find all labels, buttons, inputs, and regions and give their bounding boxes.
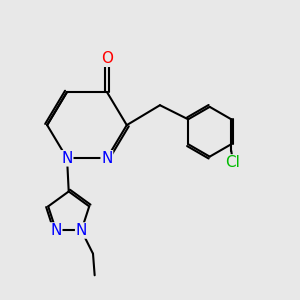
Text: N: N	[61, 151, 73, 166]
Text: N: N	[101, 151, 112, 166]
Text: N: N	[50, 223, 62, 238]
Text: O: O	[101, 51, 113, 66]
Text: N: N	[76, 223, 87, 238]
Text: Cl: Cl	[226, 155, 240, 170]
